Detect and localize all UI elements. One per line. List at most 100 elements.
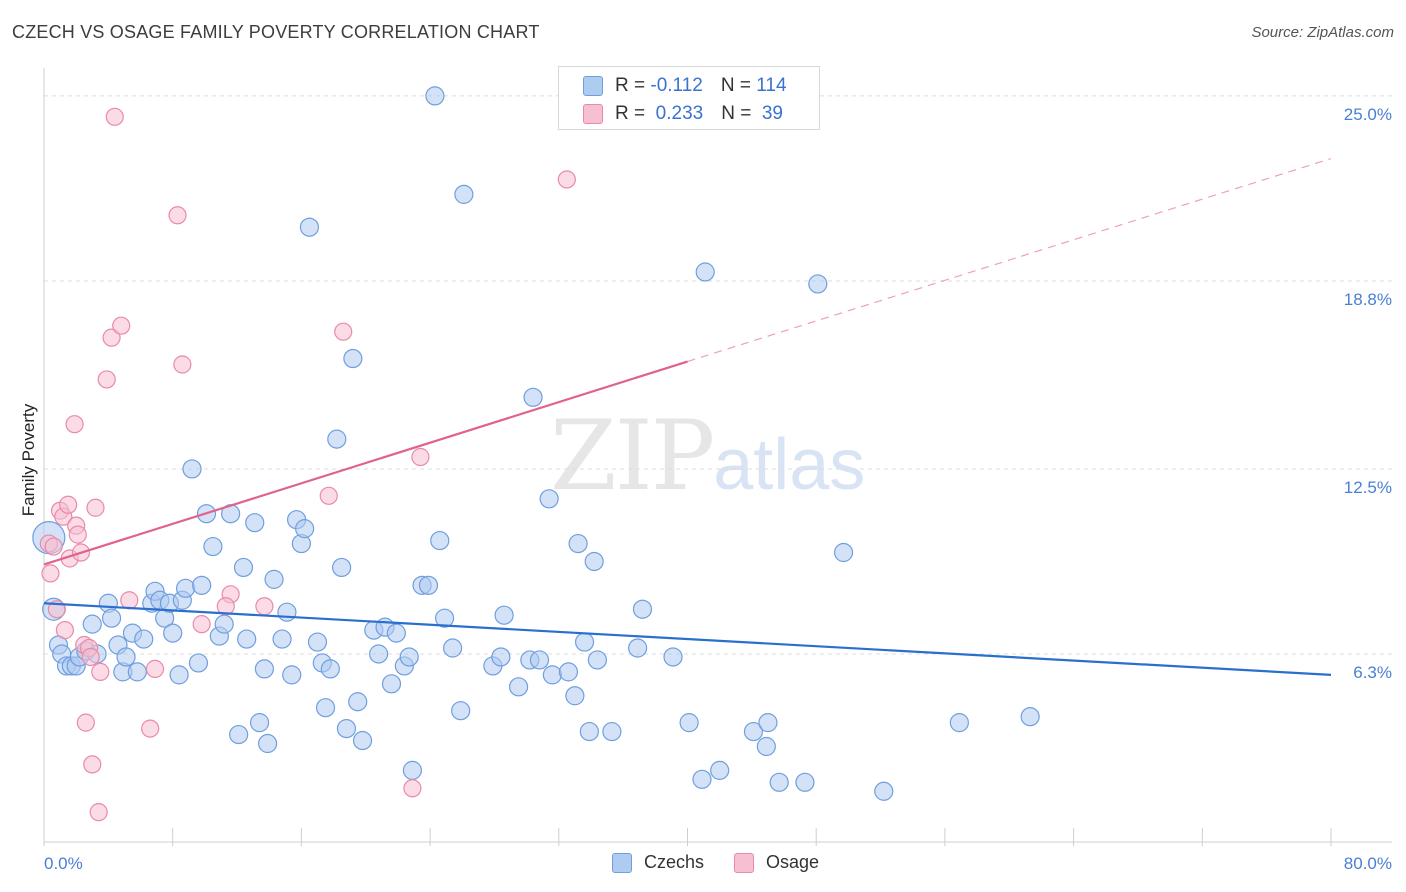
osage-point <box>168 206 187 225</box>
czechs-point <box>568 533 588 554</box>
osage-point <box>120 591 139 610</box>
series-legend: Czechs Osage <box>612 852 849 873</box>
czechs-point <box>182 459 202 479</box>
osage-point <box>319 486 338 505</box>
czechs-point <box>695 262 715 282</box>
czechs-point <box>579 721 599 742</box>
czechs-points <box>32 86 1040 801</box>
osage-point <box>334 322 353 341</box>
czechs-point <box>454 184 474 204</box>
czechs-point <box>628 638 648 658</box>
czechs-point <box>949 713 969 733</box>
czechs-point <box>203 536 223 557</box>
watermark-zip: ZIP <box>550 400 715 512</box>
czechs-point <box>602 721 622 742</box>
czechs-point <box>769 772 789 792</box>
czechs-point <box>494 605 514 625</box>
czechs-point <box>679 713 699 733</box>
czechs-point <box>692 769 712 789</box>
chart-title: CZECH VS OSAGE FAMILY POVERTY CORRELATIO… <box>12 22 540 42</box>
osage-point <box>102 328 121 347</box>
czechs-point <box>1020 707 1040 727</box>
osage-point <box>112 316 131 335</box>
legend-n-label: N = <box>720 75 757 96</box>
legend-n-value: 39 <box>756 103 783 124</box>
czechs-point <box>343 348 363 369</box>
legend-row-osage: R = 0.233 N = 39 <box>583 101 783 127</box>
czechs-point <box>756 736 776 757</box>
source-label: Source: ZipAtlas.com <box>1251 24 1394 41</box>
czechs-point <box>336 718 357 739</box>
osage-trend-extension <box>687 158 1332 363</box>
czechs-point <box>369 644 389 664</box>
osage-point <box>403 779 422 798</box>
osage-points <box>39 107 576 822</box>
czechs-point <box>327 429 347 449</box>
czechs-point <box>632 599 653 619</box>
x-tick-label: 0.0% <box>44 854 83 873</box>
czechs-point <box>169 665 189 685</box>
czechs-point <box>529 650 550 670</box>
osage-point <box>81 647 100 667</box>
czechs-point <box>758 713 778 733</box>
czechs-point <box>795 772 815 792</box>
czechs-point <box>710 760 730 780</box>
legend-r-value: -0.112 <box>650 75 703 96</box>
osage-point <box>91 662 110 681</box>
osage-legend-label: Osage <box>766 852 820 872</box>
czechs-point <box>587 650 608 670</box>
osage-point <box>65 415 84 434</box>
osage-point <box>55 621 75 640</box>
legend-n-value: 114 <box>756 75 787 96</box>
czechs-point <box>386 623 406 643</box>
osage-legend-swatch <box>734 852 755 873</box>
czechs-point <box>418 575 439 595</box>
czechs-point <box>245 513 265 533</box>
osage-point <box>141 719 160 738</box>
czechs-point <box>229 724 249 745</box>
czechs-point <box>332 557 352 578</box>
czechs-point <box>508 677 529 697</box>
czechs-point <box>425 86 445 106</box>
czechs-point <box>254 659 274 679</box>
x-tick-label: 80.0% <box>1344 854 1392 873</box>
czechs-point <box>523 387 543 407</box>
czechs-point <box>295 519 315 539</box>
czechs-point <box>116 647 136 667</box>
czechs-point <box>491 647 511 667</box>
y-axis-title: Family Poverty <box>19 403 38 516</box>
watermark: ZIPatlas <box>550 400 865 512</box>
osage-point <box>86 498 105 517</box>
czechs-point <box>663 647 683 667</box>
czechs-point <box>430 530 450 551</box>
czechs-legend-label: Czechs <box>644 852 705 872</box>
osage-point <box>41 564 60 583</box>
czechs-point <box>451 701 471 721</box>
czechs-point <box>264 569 284 589</box>
czechs-point <box>402 760 423 780</box>
osage-point <box>97 370 116 389</box>
trend-lines <box>43 158 1332 676</box>
watermark-atlas: atlas <box>713 425 866 505</box>
osage-point <box>83 755 102 774</box>
czechs-point <box>352 730 373 751</box>
legend-r-label: R = <box>615 103 651 124</box>
czechs-point <box>434 608 455 628</box>
czechs-point <box>743 721 764 742</box>
osage-trend-line <box>43 360 688 566</box>
osage-point <box>411 447 430 467</box>
czechs-point <box>584 551 604 572</box>
czechs-point <box>399 647 419 667</box>
czechs-point <box>833 542 854 563</box>
osage-point <box>105 107 124 126</box>
y-tick-label: 12.5% <box>1344 478 1392 497</box>
osage-point <box>44 537 63 556</box>
axes <box>43 68 1392 846</box>
czechs-point <box>558 662 579 682</box>
czechs-point <box>188 653 209 673</box>
czechs-point <box>539 489 559 509</box>
legend-r-label: R = <box>615 75 651 96</box>
osage-point <box>173 355 192 374</box>
osage-point <box>192 615 211 634</box>
